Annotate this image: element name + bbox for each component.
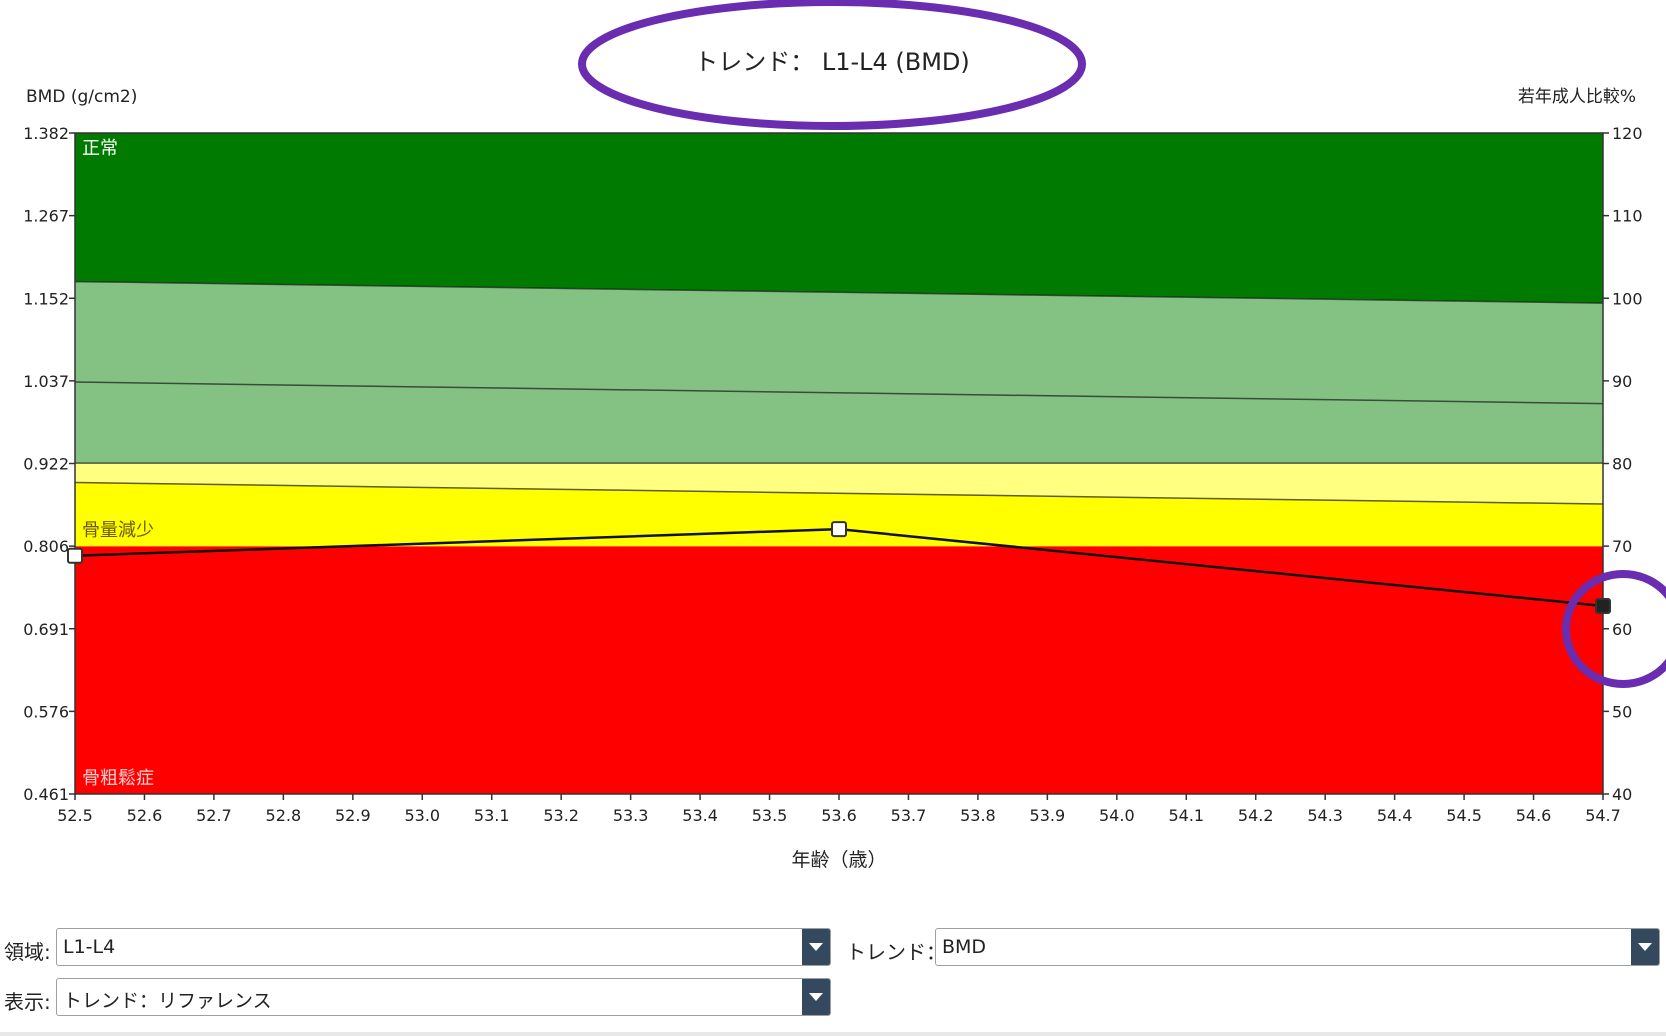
- x-tick-label: 54.1: [1168, 806, 1204, 825]
- band-light-green: [75, 281, 1603, 464]
- x-tick-label: 53.5: [752, 806, 788, 825]
- chevron-down-icon[interactable]: [1631, 929, 1659, 965]
- bottom-divider: [0, 1032, 1666, 1036]
- last-point-highlight-circle: [1562, 569, 1666, 688]
- x-tick-label: 52.5: [57, 806, 93, 825]
- y2-tick-label: 110: [1612, 207, 1643, 226]
- region-label: 領域:: [4, 940, 51, 964]
- y2-tick-label: 90: [1612, 372, 1632, 391]
- boundary-line: [74, 481, 1604, 505]
- x-tick-label: 52.6: [127, 806, 163, 825]
- data-point: [67, 547, 83, 564]
- chart-title: トレンド： L1-L4 (BMD): [694, 48, 970, 76]
- x-tick-label: 54.7: [1585, 806, 1621, 825]
- display-label: 表示:: [4, 990, 51, 1014]
- display-select[interactable]: トレンド：リファレンス: [56, 978, 831, 1016]
- x-tick-label: 52.7: [196, 806, 232, 825]
- y-tick-label: 0.576: [23, 702, 69, 721]
- band-normal: [75, 133, 1603, 304]
- chevron-down-icon[interactable]: [802, 979, 830, 1015]
- data-point: [1595, 597, 1611, 614]
- boundary-line: [74, 381, 1604, 405]
- y2-tick-label: 80: [1612, 455, 1632, 474]
- y-tick-label: 1.382: [23, 124, 69, 143]
- data-point: [831, 521, 847, 538]
- boundary-line: [74, 280, 1604, 304]
- y2-axis-label: 若年成人比較%: [1518, 87, 1636, 107]
- zone-label-osteopenia: 骨量減少: [82, 520, 154, 541]
- x-tick-label: 53.2: [543, 806, 579, 825]
- x-tick-label: 53.7: [891, 806, 927, 825]
- x-tick-label: 54.0: [1099, 806, 1135, 825]
- x-tick-label: 53.0: [404, 806, 440, 825]
- x-tick-label: 54.6: [1516, 806, 1552, 825]
- y2-tick-label: 100: [1612, 289, 1643, 308]
- region-select[interactable]: L1-L4: [56, 928, 831, 966]
- x-tick-label: 54.3: [1307, 806, 1343, 825]
- x-tick-label: 54.4: [1377, 806, 1413, 825]
- x-tick-label: 53.3: [613, 806, 649, 825]
- display-select-value: トレンド：リファレンス: [63, 990, 272, 1012]
- zone-label-osteoporosis: 骨粗鬆症: [82, 767, 154, 789]
- y2-tick-label: 60: [1612, 620, 1632, 639]
- x-tick-label: 52.9: [335, 806, 371, 825]
- x-tick-label: 54.5: [1446, 806, 1482, 825]
- region-select-value: L1-L4: [63, 936, 116, 958]
- y-tick-label: 0.922: [23, 455, 69, 474]
- x-tick-label: 54.2: [1238, 806, 1274, 825]
- y-tick-label: 1.267: [23, 207, 69, 226]
- y-tick-label: 0.691: [23, 620, 69, 639]
- trend-chart: 1.382 1.267 1.152 1.037 0.922 0.806 0.691 0.576…: [23, 0, 1666, 871]
- y-axis-label: BMD (g/cm2): [26, 87, 137, 107]
- y2-tick-label: 40: [1612, 785, 1632, 804]
- band-osteopenia: [75, 482, 1603, 547]
- band-osteoporosis: [75, 546, 1603, 794]
- y-tick-label: 0.461: [23, 785, 69, 804]
- y-tick-label: 0.806: [23, 537, 69, 556]
- y2-tick-label: 120: [1612, 124, 1643, 143]
- trend-label: トレンド：: [846, 940, 946, 964]
- x-tick-label: 53.8: [960, 806, 996, 825]
- y2-tick-label: 70: [1612, 537, 1632, 556]
- x-tick-label: 53.9: [1030, 806, 1066, 825]
- x-tick-label: 53.4: [682, 806, 718, 825]
- trend-select[interactable]: BMD: [935, 928, 1660, 966]
- y2-tick-label: 50: [1612, 702, 1632, 721]
- trend-select-value: BMD: [942, 936, 987, 958]
- y-tick-label: 1.152: [23, 289, 69, 308]
- chevron-down-icon[interactable]: [802, 929, 830, 965]
- x-tick-label: 53.6: [821, 806, 857, 825]
- x-tick-label: 52.8: [266, 806, 302, 825]
- band-light-yellow: [75, 463, 1603, 505]
- x-axis-label: 年齢（歳）: [791, 849, 886, 871]
- x-tick-label: 53.1: [474, 806, 510, 825]
- zone-label-normal: 正常: [82, 138, 118, 159]
- title-highlight-ellipse: [578, 0, 1086, 130]
- y-tick-label: 1.037: [23, 372, 69, 391]
